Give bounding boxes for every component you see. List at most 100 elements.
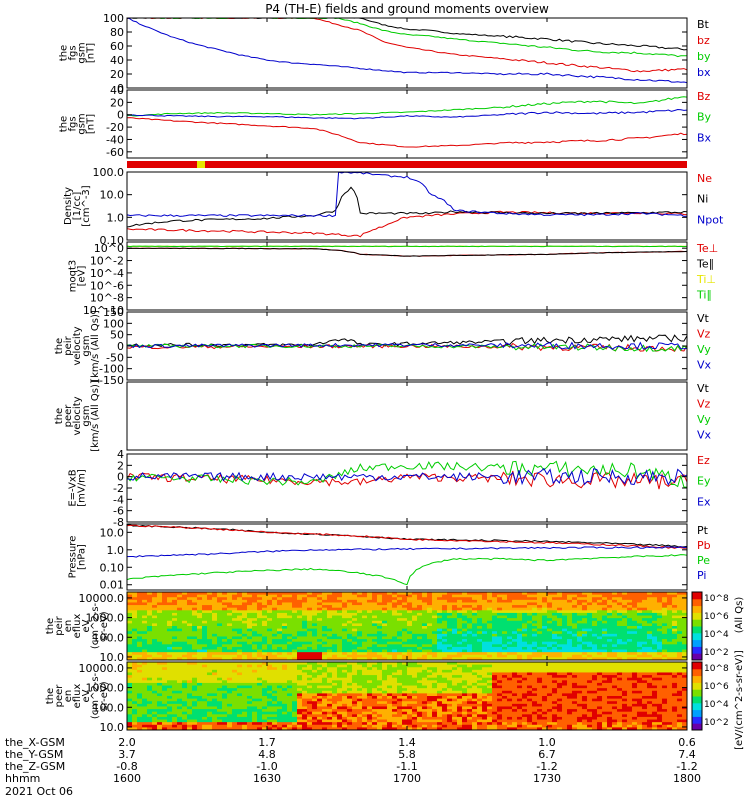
- plot-title: P4 (TH-E) fields and ground moments over…: [265, 2, 549, 16]
- ytick-label: 0.10: [100, 234, 125, 247]
- ytick-label: -100: [99, 363, 124, 376]
- ylabel-p5: the: [54, 338, 65, 354]
- legend-p7-2: Ex: [697, 495, 711, 508]
- ytick-label: 10.0: [100, 526, 125, 539]
- series-p1-1: [127, 18, 687, 73]
- series-p8-1: [127, 524, 687, 549]
- ylabel-p2: gsm: [77, 113, 88, 134]
- colorbar: 10^2 10^4 10^6 10^8 10^2 10^4 10^6 10^8 [eV/(cm^…: [691, 591, 745, 750]
- ytick-label: -6: [113, 505, 124, 518]
- legend-p2-1: By: [697, 111, 712, 124]
- xaxis-value: -1.0: [256, 760, 277, 773]
- xaxis-value: -0.8: [116, 760, 137, 773]
- ytick-label: 1.0: [107, 211, 125, 224]
- colorbar-tick: 10^6: [704, 612, 729, 622]
- ytick-label: 100.0: [93, 631, 125, 644]
- ylabel-p10: sr-eV): [99, 681, 110, 710]
- xaxis-row-label: the_Z-GSM: [5, 760, 65, 773]
- xaxis-value: 1.0: [538, 736, 556, 749]
- xaxis-value: 6.7: [538, 748, 556, 761]
- legend-p4-3: Ti∥: [696, 289, 712, 302]
- panel-p3: 0.10 1.0 10.0 100.0 Density[1/cc][cm^-3] Ne Ni…: [63, 166, 724, 247]
- series-p4-3: [127, 245, 687, 248]
- ytick-label: 10000.0: [79, 662, 125, 675]
- ytick-label: 100: [103, 12, 124, 25]
- legend-p6-2: Vy: [697, 413, 711, 426]
- legend-p8-3: Pi: [697, 569, 706, 582]
- ylabel-p6: gsm: [81, 405, 92, 426]
- legend-p2-0: Bz: [697, 90, 711, 103]
- spectrogram-p9: [127, 592, 687, 660]
- xaxis-value: 3.7: [118, 748, 136, 761]
- panel-p8: 0.01 0.10 1.0 10.0 Pressure[nPa] Pt Pb Pe Pi: [68, 523, 711, 592]
- legend-p1-3: bx: [697, 66, 711, 79]
- legend-p1-0: Bt: [697, 18, 710, 31]
- ylabel-p5: velocity: [72, 326, 83, 365]
- xaxis-value: 1800: [673, 772, 701, 785]
- xaxis-value: 5.8: [398, 748, 416, 761]
- ylabel-p9: peir: [54, 615, 65, 635]
- date-label: 2021 Oct 06: [5, 785, 73, 798]
- ylabel-p9: sr-eV): [99, 611, 110, 640]
- ylabel-p5: gsm: [81, 335, 92, 356]
- ylabel-p10: eV: [81, 689, 92, 702]
- ytick-label: 1.0: [107, 544, 125, 557]
- ytick-label: 0.01: [100, 579, 125, 592]
- ytick-label: 60: [110, 40, 124, 53]
- xaxis-value: 7.4: [678, 748, 696, 761]
- series-p2-0: [127, 117, 687, 148]
- ylabel-p6: the: [54, 408, 65, 424]
- xaxis-value: 1730: [533, 772, 561, 785]
- legend-p6-0: Vt: [697, 382, 710, 395]
- xaxis-value: -1.1: [396, 760, 417, 773]
- xaxis-value: 0.6: [678, 736, 696, 749]
- ytick-label: 80: [110, 26, 124, 39]
- ylabel-p6: velocity: [72, 396, 83, 435]
- ylabel-p6: [km/s (All Qs)]: [90, 380, 101, 452]
- ytick-label: 2: [117, 459, 124, 472]
- ytick-label: -8: [113, 516, 124, 529]
- ytick-label: 40: [110, 54, 124, 67]
- legend-p3-1: Ni: [697, 193, 708, 206]
- colorbar-tick: 10^8: [704, 594, 729, 604]
- ytick-label: 10^-2: [90, 255, 124, 268]
- colorbar-label-2: (All Qs): [734, 597, 745, 634]
- xaxis-value: -1.2: [536, 760, 557, 773]
- ylabel-p9: (cm^2-s-: [90, 602, 101, 649]
- legend-p3-2: Npot: [697, 213, 724, 226]
- status-bar-mark: [197, 161, 205, 168]
- ylabel-p1: gsm: [77, 42, 88, 63]
- series-p1-2: [127, 18, 687, 58]
- legend-p7-0: Ez: [697, 454, 710, 467]
- series-p2-1: [127, 96, 687, 117]
- ylabel-p7: [mV/m]: [77, 469, 88, 507]
- panels: 020406080100thefgsgsm[nT]Btbzbybx-60-40-…: [45, 12, 724, 734]
- legend-p8-2: Pe: [697, 554, 710, 567]
- colorbar-tick: 10^8: [704, 664, 729, 674]
- series-p1-0: [127, 18, 687, 51]
- ytick-label: 10.0: [100, 721, 125, 734]
- series-p5-3: [127, 341, 687, 351]
- legend-p4-0: Te⊥: [696, 242, 718, 255]
- ytick-label: 40: [110, 84, 124, 97]
- ytick-label: 10^-6: [90, 279, 124, 292]
- ylabel-p3: Density: [63, 187, 74, 225]
- ylabel-p3: [cm^-3]: [81, 185, 92, 226]
- ytick-label: 10.0: [100, 189, 125, 202]
- ylabel-p4: [eV]: [77, 266, 88, 287]
- series-p5-1: [127, 342, 687, 352]
- ytick-label: 100.0: [93, 701, 125, 714]
- ytick-label: 0: [117, 109, 124, 122]
- ylabel-p9: eV: [81, 619, 92, 632]
- ytick-label: -2: [113, 482, 124, 495]
- ylabel-p9: the: [45, 618, 56, 634]
- series-p7-2: [127, 467, 687, 486]
- xaxis-value: 1700: [393, 772, 421, 785]
- ytick-label: -50: [106, 351, 124, 364]
- xaxis-row-label: the_X-GSM: [5, 736, 65, 749]
- xaxis-value: -1.2: [676, 760, 697, 773]
